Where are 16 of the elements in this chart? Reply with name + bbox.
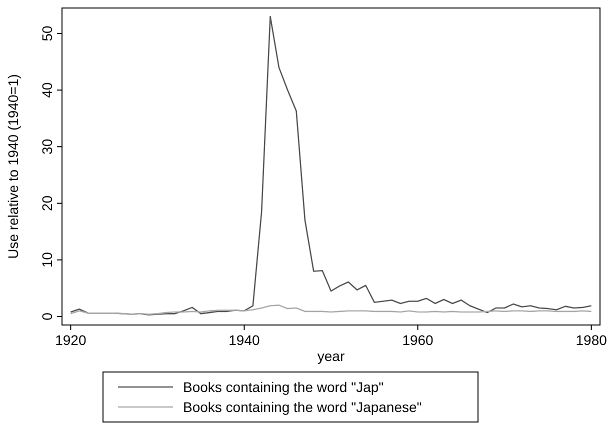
x-tick-label: 1920 <box>55 332 86 348</box>
legend-label: Books containing the word "Japanese" <box>183 399 422 415</box>
y-tick-label: 10 <box>39 252 55 268</box>
legend-label: Books containing the word "Jap" <box>183 379 384 395</box>
y-axis-title: Use relative to 1940 (1940=1) <box>5 74 21 259</box>
x-axis-title: year <box>317 348 345 364</box>
y-tick-label: 20 <box>39 195 55 212</box>
y-tick-label: 0 <box>39 312 55 320</box>
line-series <box>70 16 592 316</box>
x-tick-label: 1940 <box>228 332 260 348</box>
line-series <box>70 304 592 315</box>
y-tick-label: 30 <box>39 138 55 154</box>
y-tick-label: 40 <box>39 82 55 98</box>
x-tick-label: 1980 <box>576 332 608 348</box>
x-tick-label: 1960 <box>402 332 434 348</box>
y-tick-label: 50 <box>39 25 55 42</box>
